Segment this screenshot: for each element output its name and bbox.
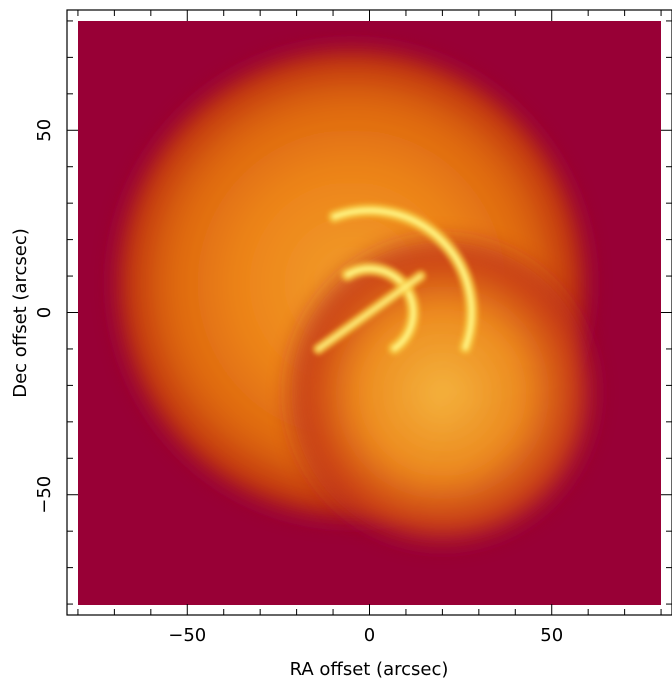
x-axis-title: RA offset (arcsec) bbox=[290, 659, 449, 680]
heatmap-image bbox=[78, 21, 661, 605]
x-tick-label: −50 bbox=[168, 625, 206, 646]
y-axis: −50 0 50 bbox=[34, 20, 672, 605]
emission-bar-4 bbox=[315, 273, 424, 352]
emission-components bbox=[106, 38, 604, 554]
x-tick-label: 0 bbox=[364, 625, 375, 646]
y-tick-label: 0 bbox=[34, 307, 55, 318]
x-tick-label: 50 bbox=[540, 625, 563, 646]
y-tick-label: 50 bbox=[34, 119, 55, 142]
emission-arc-3 bbox=[331, 207, 475, 351]
emission-disk-1 bbox=[281, 231, 604, 554]
y-axis-title: Dec offset (arcsec) bbox=[10, 228, 31, 398]
y-tick-label: −50 bbox=[34, 476, 55, 514]
x-axis: −50 0 50 bbox=[77, 10, 662, 646]
